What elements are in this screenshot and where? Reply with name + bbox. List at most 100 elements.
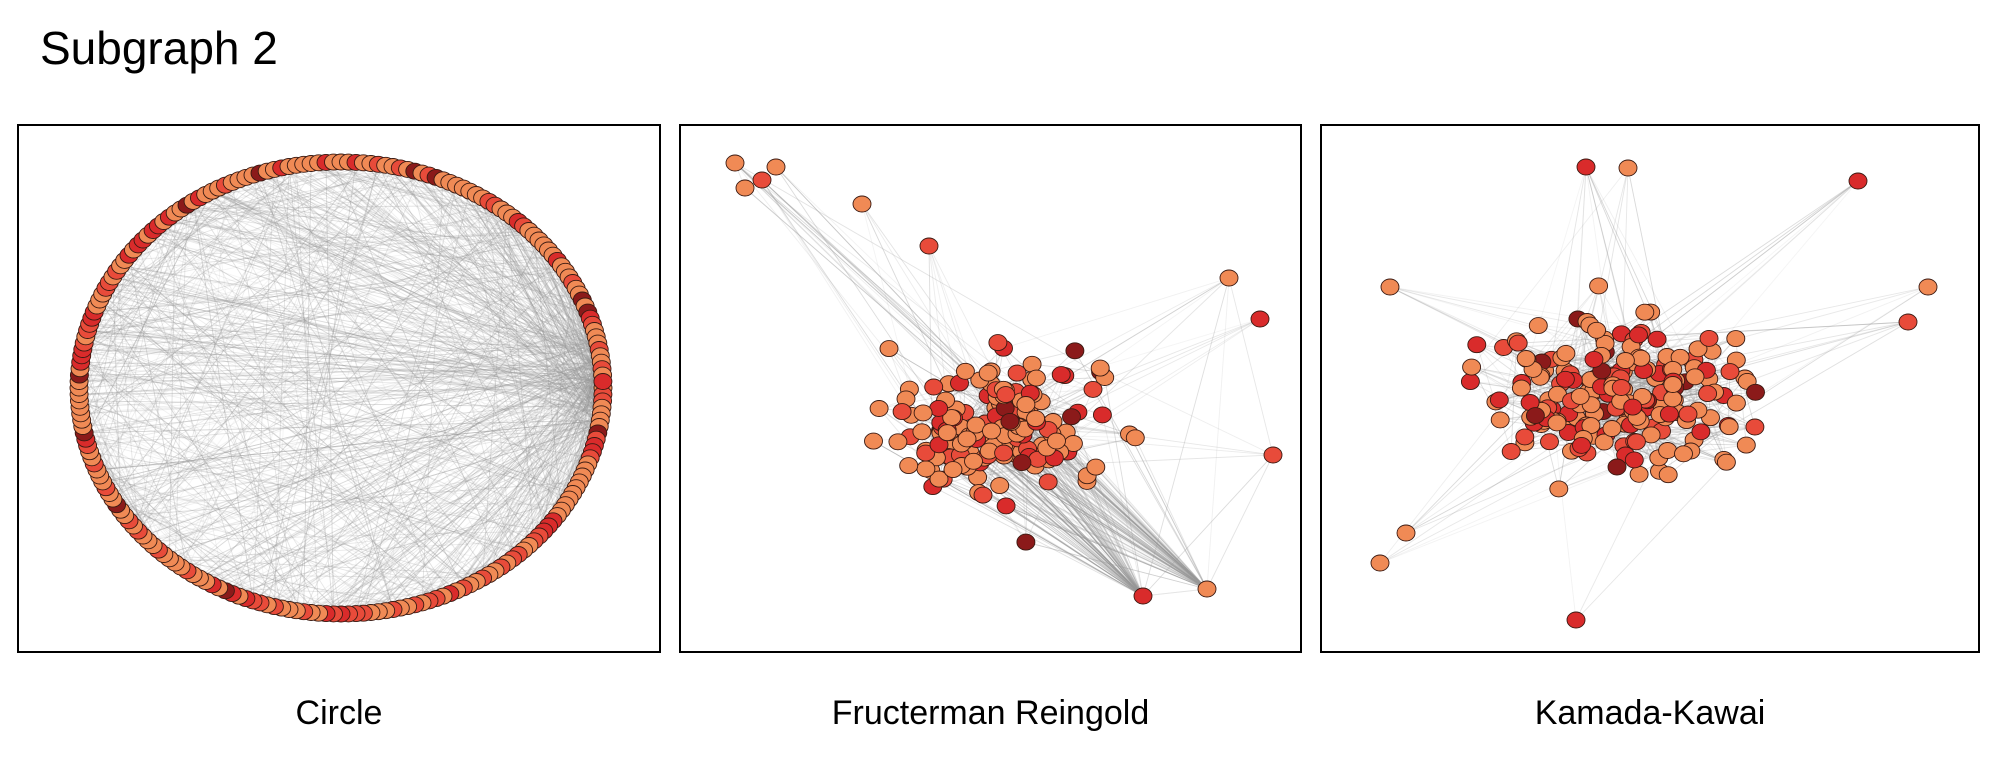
circle-layout-edge: [303, 163, 599, 344]
circle-layout-edge: [85, 349, 600, 440]
circle-layout-edge: [462, 187, 601, 421]
kamada-kawai-layout-node: [1629, 465, 1649, 483]
fruchterman-reingold-layout-node: [1133, 587, 1153, 605]
circle-layout-edge: [153, 230, 593, 325]
circle-layout-edge: [273, 185, 458, 607]
circle-layout-edge: [421, 172, 589, 313]
circle-layout-edge: [199, 260, 558, 579]
kamada-kawai-layout-node: [1462, 358, 1482, 376]
kamada-kawai-layout-node: [1726, 394, 1746, 412]
fruchterman-reingold-layout-edge: [993, 446, 1144, 597]
circle-layout-edge: [205, 194, 554, 256]
circle-layout-edge: [538, 239, 577, 488]
circle-layout-edge: [78, 177, 437, 389]
circle-layout-edge: [266, 244, 545, 606]
circle-layout-edge: [456, 184, 604, 382]
circle-layout-edge: [147, 419, 601, 542]
circle-layout-edge: [105, 287, 598, 344]
fruchterman-reingold-layout-edge: [1206, 277, 1230, 590]
circle-layout-edge: [112, 234, 535, 500]
circle-layout-edge: [169, 216, 401, 609]
circle-layout-edge: [266, 419, 601, 606]
circle-layout-edge: [102, 162, 319, 483]
kamada-kawai-layout-node: [1516, 350, 1536, 367]
circle-layout-edge: [232, 498, 570, 595]
circle-layout-edge: [112, 162, 364, 500]
circle-layout-edge: [494, 205, 591, 458]
circle-layout-edge: [199, 166, 394, 199]
kamada-kawai-layout-node: [1525, 407, 1545, 425]
circle-layout-edge: [310, 406, 603, 613]
circle-layout-edge: [89, 451, 544, 532]
fruchterman-reingold-layout-node: [924, 378, 944, 396]
fruchterman-reingold-layout-edge: [1027, 448, 1144, 597]
circle-layout-edge: [175, 212, 603, 376]
circle-layout-edge: [310, 163, 603, 402]
circle-layout-edge: [79, 387, 604, 395]
circle-layout-edge: [385, 419, 601, 612]
circle-layout-edge: [169, 216, 583, 301]
circle-layout-edge: [475, 194, 604, 389]
circle-layout-edge: [102, 293, 602, 415]
fruchterman-reingold-layout-edge: [932, 486, 1144, 597]
circle-layout-edge: [482, 197, 602, 363]
fruchterman-reingold-layout-edge: [734, 162, 1105, 378]
circle-layout-edge: [89, 451, 247, 599]
circle-layout-edge: [296, 164, 603, 370]
circle-layout-edge: [116, 270, 603, 402]
circle-layout-edge: [488, 201, 600, 350]
circle-layout-edge: [325, 349, 600, 614]
fruchterman-reingold-layout-node: [937, 424, 957, 442]
kamada-kawai-layout-edge: [1389, 286, 1710, 339]
circle-layout-edge: [180, 208, 394, 610]
circle-layout-edge: [211, 190, 604, 389]
circle-layout-edge: [82, 349, 122, 511]
fruchterman-reingold-layout-graph: [725, 154, 1283, 605]
fruchterman-reingold-layout-edge: [988, 450, 1144, 597]
circle-layout-edge: [85, 336, 600, 427]
circle-layout-edge: [158, 225, 601, 357]
circle-layout-edge: [288, 166, 471, 585]
circle-layout-edge: [362, 191, 471, 614]
circle-layout-edge: [93, 163, 379, 465]
kamada-kawai-layout-node: [1618, 159, 1638, 177]
circle-layout-edge: [79, 299, 583, 382]
circle-layout-edge: [158, 225, 483, 579]
circle-layout-edge: [186, 276, 570, 572]
circle-layout-edge: [385, 361, 602, 611]
circle-layout-edge: [180, 208, 602, 363]
circle-layout-edge: [124, 481, 580, 517]
circle-layout-edge: [78, 387, 312, 613]
circle-layout-edge: [259, 172, 588, 313]
circle-layout-edge: [517, 362, 602, 555]
fruchterman-reingold-layout-edge: [1101, 414, 1144, 597]
kamada-kawai-layout-node: [1540, 433, 1559, 451]
circle-layout-edge: [245, 177, 603, 408]
circle-layout-edge: [79, 374, 544, 532]
fruchterman-reingold-layout-edge: [1047, 481, 1208, 590]
circle-layout-edge: [385, 164, 603, 402]
fruchterman-reingold-layout-node: [879, 340, 899, 358]
fruchterman-reingold-layout-edge: [761, 179, 923, 433]
circle-layout-edge: [211, 191, 268, 605]
fruchterman-reingold-layout-node: [912, 423, 932, 441]
circle-layout-edge: [78, 381, 165, 555]
fruchterman-reingold-layout-edge: [734, 162, 992, 385]
circle-layout-edge: [96, 426, 600, 471]
circle-layout-edge: [385, 165, 603, 408]
circle-layout-edge: [96, 305, 600, 350]
circle-layout-edge: [112, 498, 342, 615]
circle-layout-edge: [572, 282, 577, 488]
circle-layout-edge: [85, 438, 544, 532]
circle-layout-edge: [84, 342, 603, 402]
circle-layout-edge: [79, 342, 598, 408]
circle-layout-edge: [109, 406, 603, 494]
circle-layout-edge: [199, 342, 599, 579]
kamada-kawai-layout-panel: [1320, 124, 1980, 653]
circle-layout-edge: [163, 221, 558, 261]
circle-layout-edge: [89, 324, 144, 537]
circle-layout-edge: [120, 406, 603, 511]
circle-layout-edge: [79, 381, 603, 408]
kamada-kawai-layout-node: [1688, 340, 1708, 358]
kamada-kawai-layout-node: [1746, 383, 1765, 401]
